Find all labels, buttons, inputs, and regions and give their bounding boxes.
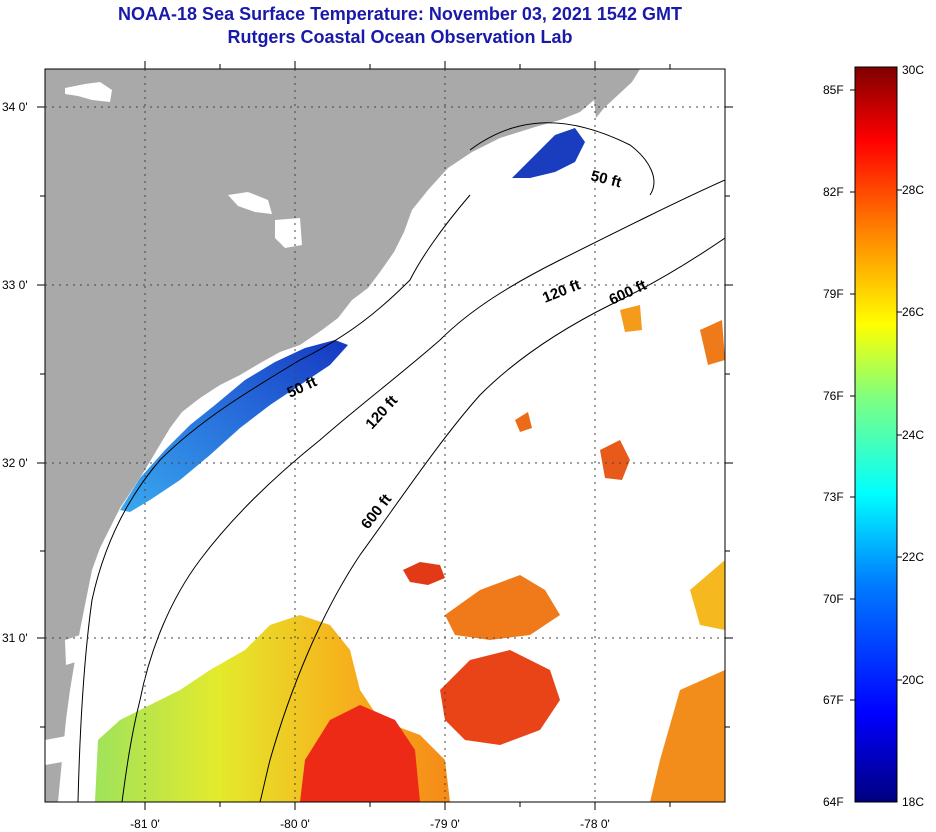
colorbar-label-24c: 24C [902, 428, 924, 442]
colorbar-gradient [854, 66, 898, 803]
lat-label-34: 34 0' [2, 100, 28, 114]
lat-label-32: 32 0' [2, 456, 28, 470]
isobath-120ft [121, 179, 725, 802]
contour-label-50ft-north: 50 ft [589, 167, 623, 191]
colorbar-label-18c: 18C [902, 795, 924, 809]
land-mass [45, 69, 600, 802]
axis-ticks [37, 61, 733, 810]
colorbar-label-76f: 76F [823, 389, 844, 403]
lon-label-80: -80 0' [280, 817, 310, 831]
sst-cold-sound [512, 128, 585, 178]
lon-label-78: -78 0' [580, 817, 610, 831]
colorbar-label-67f: 67F [823, 693, 844, 707]
colorbar-label-30c: 30C [902, 63, 924, 77]
sst-cold-band [120, 340, 348, 512]
sst-warm-patches [95, 305, 725, 802]
lat-label-31: 31 0' [2, 631, 28, 645]
colorbar-label-85f: 85F [823, 83, 844, 97]
map-subtitle: Rutgers Coastal Ocean Observation Lab [227, 27, 573, 47]
lat-label-33: 33 0' [2, 278, 28, 292]
colorbar: 85F 82F 79F 76F 73F 70F 67F 64F 30C 28C … [823, 63, 924, 809]
colorbar-label-79f: 79F [823, 287, 844, 301]
land-cape [594, 69, 640, 118]
map-area [45, 69, 725, 802]
colorbar-label-64f: 64F [823, 795, 844, 809]
map-border [44, 68, 726, 803]
graticule [45, 69, 725, 802]
colorbar-label-73f: 73F [823, 490, 844, 504]
lon-label-79: -79 0' [430, 817, 460, 831]
colorbar-label-28c: 28C [902, 183, 924, 197]
colorbar-label-82f: 82F [823, 185, 844, 199]
colorbar-label-22c: 22C [902, 550, 924, 564]
colorbar-label-26c: 26C [902, 305, 924, 319]
lon-label-81: -81 0' [130, 817, 160, 831]
isobath-600ft [259, 237, 725, 802]
map-title: NOAA-18 Sea Surface Temperature: Novembe… [118, 4, 682, 24]
colorbar-label-20c: 20C [902, 673, 924, 687]
colorbar-label-70f: 70F [823, 592, 844, 606]
